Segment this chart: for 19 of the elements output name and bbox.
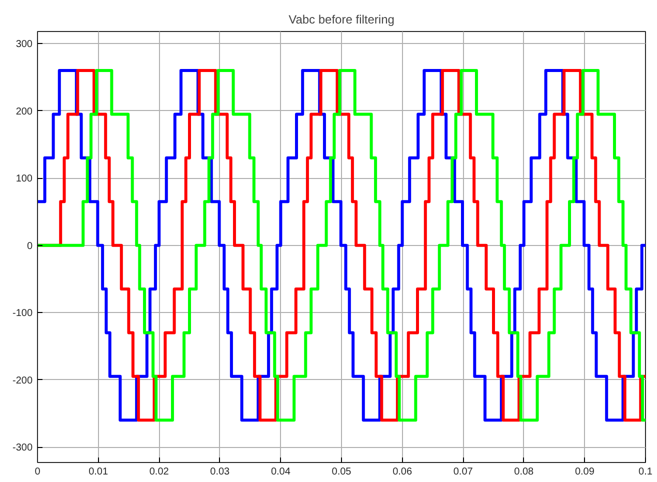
x-tick-label: 0.09 xyxy=(574,466,595,478)
y-tick-label: -100 xyxy=(12,308,33,320)
y-tick-label: -300 xyxy=(12,442,33,454)
chart-title: Vabc before filtering xyxy=(288,12,394,26)
y-tick-label: 200 xyxy=(16,106,33,118)
x-tick-label: 0.02 xyxy=(149,466,170,478)
x-tick-label: 0.01 xyxy=(88,466,108,478)
x-tick-label: 0.1 xyxy=(638,466,653,478)
x-tick-label: 0.08 xyxy=(514,466,534,478)
y-tick-label: 300 xyxy=(16,39,33,50)
y-tick-label: 100 xyxy=(16,174,33,185)
x-tick-label: 0.04 xyxy=(270,466,291,478)
x-tick-label: 0 xyxy=(34,466,41,478)
x-tick-label: 0.03 xyxy=(210,466,230,478)
x-tick-label: 0.07 xyxy=(453,466,474,478)
y-tick-label: -200 xyxy=(12,375,33,386)
x-tick-label: 0.06 xyxy=(392,466,412,478)
y-tick-label: 0 xyxy=(26,240,33,252)
x-tick-label: 0.05 xyxy=(332,466,352,478)
